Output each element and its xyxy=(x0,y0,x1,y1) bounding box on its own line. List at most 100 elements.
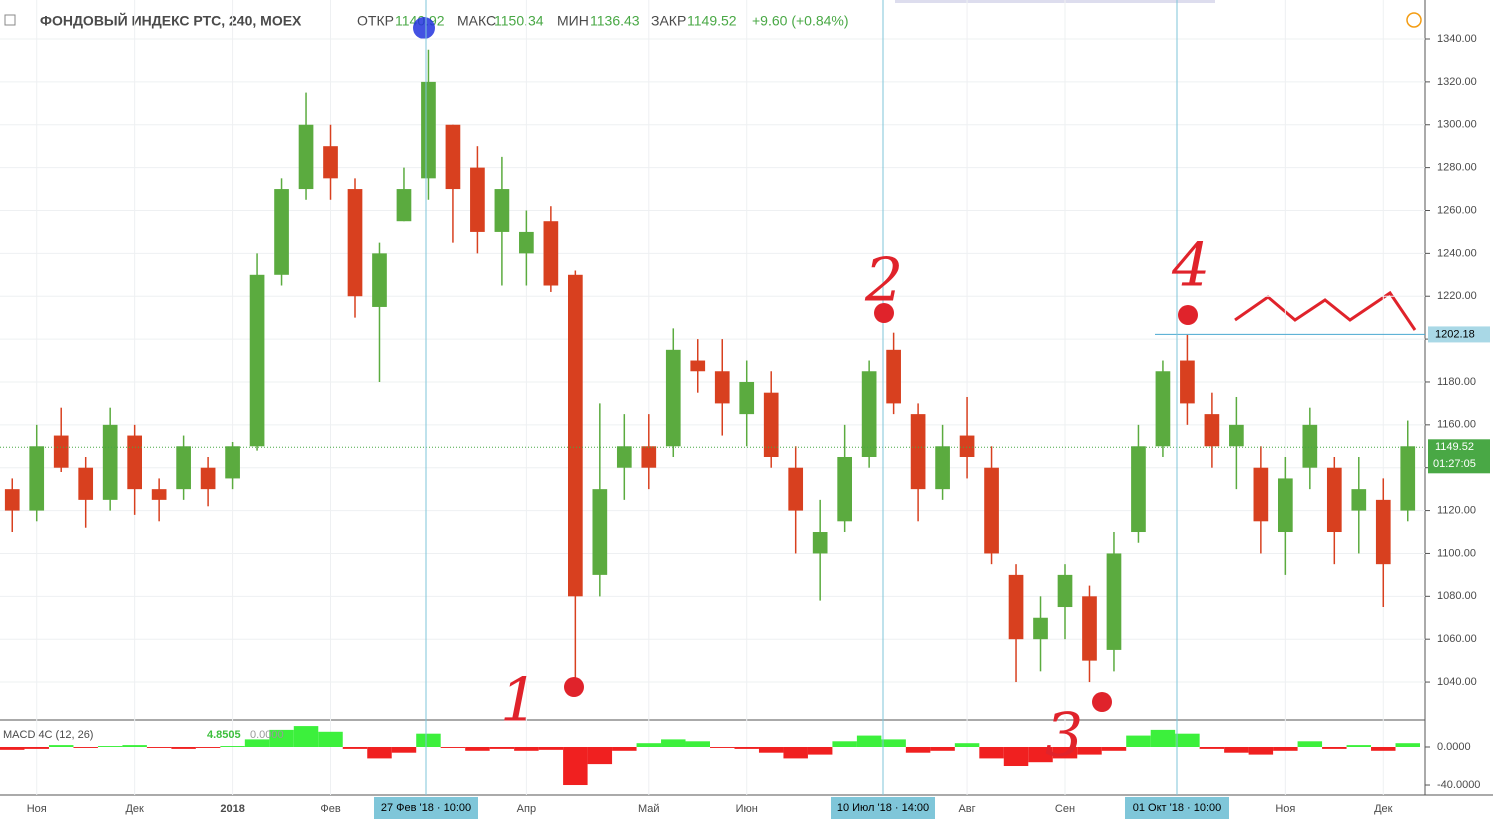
candle-body xyxy=(176,446,191,490)
ohlc-label: ЗАКР xyxy=(651,13,686,29)
hand-dot xyxy=(1178,305,1198,325)
macd-bar xyxy=(1346,745,1372,747)
macd-last: 4.8505 xyxy=(207,729,241,741)
candle-body xyxy=(519,231,534,254)
candle-body xyxy=(1155,371,1171,447)
candle-body xyxy=(1082,596,1097,661)
ohlc-label: МИН xyxy=(557,13,589,29)
macd-bar xyxy=(538,746,564,750)
candle-body xyxy=(837,456,852,522)
macd-bar xyxy=(685,741,710,747)
collapse-button[interactable] xyxy=(4,14,16,26)
y2-tick-label: 0.0000 xyxy=(1437,741,1471,753)
candle-body xyxy=(861,371,877,457)
x-tick-label: Дек xyxy=(125,803,144,815)
macd-bar xyxy=(122,745,147,747)
macd-bar xyxy=(1395,743,1420,747)
candle-body xyxy=(494,189,510,232)
hand-number: 3 xyxy=(1045,701,1083,771)
macd-bar xyxy=(1322,746,1347,749)
last-price-label: 1149.52 xyxy=(1435,441,1474,453)
hand-dot xyxy=(564,677,584,697)
macd-bar xyxy=(489,746,515,749)
candle-body xyxy=(421,81,436,179)
candle-body xyxy=(1180,360,1195,404)
candle-body xyxy=(1106,553,1122,650)
candle-body xyxy=(910,414,926,490)
timer: 01:27:05 xyxy=(1433,458,1476,470)
macd-bar xyxy=(856,735,882,747)
hand-drawing xyxy=(1234,290,1417,331)
macd-bar xyxy=(367,746,392,759)
y-tick-label: 1160.00 xyxy=(1437,419,1476,431)
macd-bar xyxy=(1077,746,1102,755)
candle-body xyxy=(1278,478,1293,533)
change: +9.60 (+0.84%) xyxy=(752,13,849,29)
macd-bar xyxy=(930,746,955,751)
hand-dot xyxy=(874,303,894,323)
y-tick-label: 1180.00 xyxy=(1437,376,1476,388)
candle-body xyxy=(641,446,657,468)
candle-body xyxy=(445,124,461,190)
macd-bar xyxy=(318,731,343,747)
macd-bar xyxy=(24,746,49,749)
ohlc-label: МАКС xyxy=(457,13,496,29)
macd-bar xyxy=(1028,746,1053,763)
marker-label: 27 Фев '18 · 10:00 xyxy=(381,802,471,814)
macd-bar xyxy=(514,746,539,751)
macd-bar xyxy=(416,733,441,747)
candle-body xyxy=(1131,446,1146,533)
candle-body xyxy=(616,446,632,468)
candle-body xyxy=(1057,574,1073,608)
y-tick-label: 1040.00 xyxy=(1437,676,1477,688)
y-tick-label: 1260.00 xyxy=(1437,204,1477,216)
macd-bar xyxy=(954,743,980,747)
candle-body xyxy=(886,349,901,404)
candle-body xyxy=(249,274,265,447)
candle-body xyxy=(78,467,94,500)
y-tick-label: 1280.00 xyxy=(1437,162,1477,174)
level-label-bg xyxy=(1428,326,1490,343)
toolbar-edge xyxy=(895,0,1215,3)
macd-bar xyxy=(171,746,196,749)
macd-bar xyxy=(661,739,686,747)
macd-bar xyxy=(146,746,172,748)
y-tick-label: 1120.00 xyxy=(1437,504,1476,516)
candle-body xyxy=(200,467,216,490)
warning-icon[interactable] xyxy=(1406,12,1422,28)
macd-bar xyxy=(563,746,588,786)
hand-dot xyxy=(1092,692,1112,712)
x-tick-label: Июн xyxy=(736,803,758,815)
hand-number: 1 xyxy=(500,666,538,736)
marker-label: 10 Июл '18 · 14:00 xyxy=(837,802,929,814)
y-tick-label: 1060.00 xyxy=(1437,633,1477,645)
macd-bar xyxy=(758,746,784,753)
candle-body xyxy=(568,274,583,597)
x-tick-label: Ноя xyxy=(27,803,47,815)
marker-dot xyxy=(413,17,435,39)
candle-body xyxy=(1033,617,1048,640)
macd-bar xyxy=(1224,746,1249,753)
level-label: 1202.18 xyxy=(1435,328,1475,340)
candle-body xyxy=(543,221,559,286)
last-price-bg xyxy=(1428,439,1490,474)
candle-body xyxy=(1253,467,1269,522)
y-tick-label: 1300.00 xyxy=(1437,119,1477,131)
candle-body xyxy=(935,446,950,490)
candle-body xyxy=(763,392,779,457)
ohlc-value: 1136.43 xyxy=(590,13,640,29)
macd-bar xyxy=(465,746,490,751)
candle-body xyxy=(812,532,828,554)
macd-bar xyxy=(1126,735,1151,747)
candle-body xyxy=(396,189,412,222)
candle-body xyxy=(714,371,730,404)
macd-bar xyxy=(97,746,123,747)
y2-tick-label: -40.0000 xyxy=(1437,779,1480,791)
macd-bar xyxy=(1052,746,1078,759)
macd-name: MACD 4C (12, 26) xyxy=(3,729,93,741)
macd-bar xyxy=(195,746,221,748)
marker-label-bg xyxy=(831,797,935,819)
candle-body xyxy=(298,124,314,190)
macd-bar xyxy=(1371,746,1396,751)
x-tick-label: Фев xyxy=(320,803,340,815)
